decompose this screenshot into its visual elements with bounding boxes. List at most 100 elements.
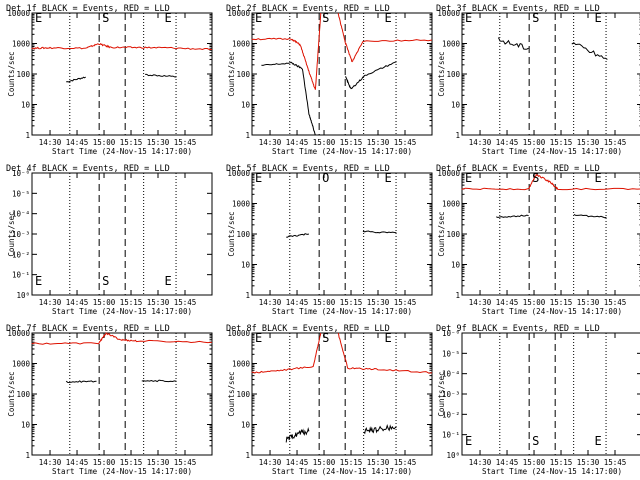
- y-tick-label: 1: [25, 451, 30, 460]
- detector-plot-panel: Det 8f BLACK = Events, RED = LLD 1 10 100 10…: [226, 324, 433, 476]
- detector-plot-panel: Det 5f BLACK = Events, RED = LLD 1 10 100 10…: [226, 164, 433, 316]
- x-tick-label: 15:00: [523, 458, 546, 467]
- plot-title: Det 8f BLACK = Events, RED = LLD: [226, 324, 390, 334]
- x-tick-label: 15:30: [367, 458, 390, 467]
- x-tick-label: 15:45: [174, 298, 197, 307]
- event-marker-s: S: [532, 11, 539, 25]
- y-tick-label: 10⁻¹: [12, 271, 30, 280]
- y-tick-label: 100: [236, 390, 250, 399]
- plot-title: Det 9f BLACK = Events, RED = LLD: [436, 324, 600, 334]
- x-tick-label: 14:45: [286, 298, 309, 307]
- y-tick-label: 10⁻⁵: [442, 349, 460, 358]
- black-events-series-line: [145, 73, 177, 78]
- y-tick-label: 10: [241, 101, 251, 110]
- x-axis-label: Start Time (24-Nov-15 14:17:00): [272, 467, 412, 476]
- black-events-series-line: [573, 213, 607, 219]
- black-events-series-line: [286, 233, 310, 238]
- event-marker-e1: E: [465, 171, 472, 185]
- x-tick-label: 14:45: [66, 138, 89, 147]
- y-tick-label: 100: [16, 390, 30, 399]
- black-events-series-line: [362, 230, 397, 234]
- red-lld-series-line: [251, 12, 322, 90]
- x-tick-label: 15:00: [523, 138, 546, 147]
- event-marker-e1: E: [255, 171, 262, 185]
- event-marker-e1: E: [35, 274, 42, 288]
- y-tick-label: 10⁻²: [442, 410, 460, 419]
- y-tick-label: 10: [241, 421, 251, 430]
- y-tick-label: 1: [455, 131, 460, 140]
- event-marker-e2: E: [384, 331, 391, 345]
- x-tick-label: 15:45: [174, 458, 197, 467]
- x-tick-label: 15:30: [367, 298, 390, 307]
- red-lld-series-line: [251, 332, 322, 374]
- x-tick-label: 14:30: [259, 138, 282, 147]
- x-tick-label: 15:45: [604, 298, 627, 307]
- x-tick-label: 15:00: [93, 138, 116, 147]
- y-tick-label: 10⁻⁶: [12, 169, 30, 178]
- y-tick-label: 100: [446, 70, 460, 79]
- x-tick-label: 14:45: [496, 458, 519, 467]
- y-tick-label: 10: [241, 261, 251, 270]
- x-axis-label: Start Time (24-Nov-15 14:17:00): [52, 147, 192, 156]
- x-axis-label: Start Time (24-Nov-15 14:17:00): [482, 467, 622, 476]
- x-tick-label: 14:30: [469, 298, 492, 307]
- x-tick-label: 15:30: [577, 298, 600, 307]
- y-axis-label: Counts/sec: [437, 211, 446, 256]
- plot-frame: [461, 12, 640, 136]
- y-tick-label: 1000: [12, 360, 31, 369]
- y-tick-label: 100: [446, 230, 460, 239]
- plot-frame: [461, 172, 640, 296]
- event-marker-e2: E: [384, 11, 391, 25]
- x-tick-label: 15:30: [577, 458, 600, 467]
- x-tick-label: 15:15: [120, 138, 143, 147]
- y-tick-label: 100: [236, 230, 250, 239]
- plot-frame: [31, 172, 213, 296]
- y-tick-label: 10000: [437, 9, 460, 18]
- black-events-series-line: [571, 42, 608, 60]
- y-tick-label: 1000: [442, 200, 461, 209]
- x-tick-label: 14:45: [496, 138, 519, 147]
- x-tick-label: 15:30: [577, 138, 600, 147]
- red-lld-series-line: [337, 12, 433, 63]
- event-marker-e2: E: [594, 11, 601, 25]
- y-axis-label: Counts/sec: [227, 51, 236, 96]
- y-tick-label: 10000: [7, 329, 30, 338]
- detector-plot-panel: Det 2f BLACK = Events, RED = LLD 1 10 100 10…: [226, 4, 433, 156]
- plot-frame: [251, 332, 433, 456]
- y-tick-label: 10: [451, 101, 461, 110]
- y-tick-label: 10⁻³: [12, 230, 30, 239]
- plot-title: Det 3f BLACK = Events, RED = LLD: [436, 4, 600, 14]
- y-tick-label: 10⁰: [16, 291, 30, 300]
- y-tick-label: 10⁻⁴: [12, 210, 30, 219]
- x-tick-label: 15:45: [394, 298, 417, 307]
- black-events-series-line: [363, 423, 397, 435]
- x-tick-label: 15:00: [523, 298, 546, 307]
- y-axis-label: Counts/sec: [7, 371, 16, 416]
- y-tick-label: 100: [236, 70, 250, 79]
- detector-plot-panel: Det 9f BLACK = Events, RED = LLD 10⁰ 10⁻¹ 1…: [436, 324, 640, 476]
- event-marker-e1: E: [35, 11, 42, 25]
- detector-plot-panel: Det 3f BLACK = Events, RED = LLD 1 10 100 10…: [436, 4, 640, 156]
- x-tick-label: 15:30: [147, 458, 170, 467]
- y-tick-label: 10⁻²: [12, 250, 30, 259]
- event-marker-s: S: [532, 434, 539, 448]
- y-tick-label: 10000: [227, 9, 250, 18]
- plot-title: Det 2f BLACK = Events, RED = LLD: [226, 4, 390, 14]
- plot-frame: [251, 172, 433, 296]
- y-tick-label: 100: [16, 70, 30, 79]
- x-axis-label: Start Time (24-Nov-15 14:17:00): [52, 307, 192, 316]
- event-marker-s: S: [322, 11, 329, 25]
- detector-plot-panel: Det 6f BLACK = Events, RED = LLD 1 10 100 10…: [436, 164, 640, 316]
- plot-title: Det 4f BLACK = Events, RED = LLD: [6, 164, 170, 174]
- x-axis-label: Start Time (24-Nov-15 14:17:00): [482, 147, 622, 156]
- black-events-series-line: [141, 379, 177, 383]
- x-tick-label: 14:30: [39, 458, 62, 467]
- y-axis-label: Counts/sec: [227, 211, 236, 256]
- red-lld-series-line: [31, 42, 213, 51]
- x-tick-label: 14:30: [259, 458, 282, 467]
- y-tick-label: 1: [245, 131, 250, 140]
- y-tick-label: 10⁻¹: [442, 431, 460, 440]
- y-tick-label: 1: [455, 291, 460, 300]
- black-events-series-line: [497, 37, 529, 50]
- event-marker-e2: E: [384, 171, 391, 185]
